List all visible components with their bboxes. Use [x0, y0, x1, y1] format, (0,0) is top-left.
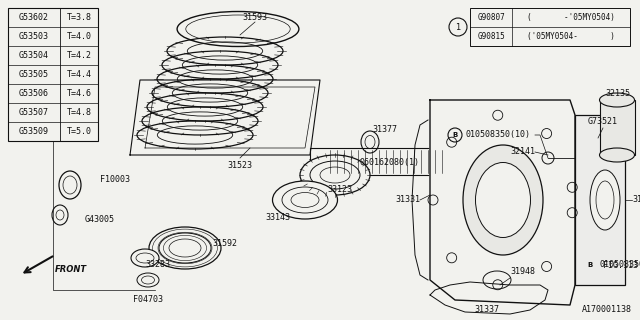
- Text: G53509: G53509: [19, 127, 49, 136]
- Ellipse shape: [580, 126, 620, 150]
- Text: (       -'05MY0504): ( -'05MY0504): [527, 13, 615, 22]
- Ellipse shape: [476, 163, 531, 237]
- Text: 010508350(10): 010508350(10): [600, 260, 640, 269]
- Text: G53506: G53506: [19, 89, 49, 98]
- Text: T=4.6: T=4.6: [67, 89, 92, 98]
- Text: T=4.2: T=4.2: [67, 51, 92, 60]
- Bar: [575, 115, 625, 285]
- Text: 33123: 33123: [328, 186, 353, 195]
- Text: T=5.0: T=5.0: [67, 127, 92, 136]
- Text: FRONT: FRONT: [55, 266, 87, 275]
- Text: 1: 1: [456, 22, 461, 31]
- Ellipse shape: [463, 145, 543, 255]
- Text: 33283: 33283: [145, 260, 170, 269]
- Text: ('05MY0504-       ): ('05MY0504- ): [527, 32, 615, 41]
- Ellipse shape: [600, 148, 634, 162]
- Text: G90807: G90807: [477, 13, 505, 22]
- Polygon shape: [430, 100, 575, 305]
- Text: 31377: 31377: [372, 125, 397, 134]
- Text: 31325: 31325: [632, 196, 640, 204]
- Text: FIG.113: FIG.113: [602, 260, 637, 269]
- Text: 31337: 31337: [474, 306, 499, 315]
- Ellipse shape: [137, 273, 159, 287]
- Text: B: B: [588, 262, 593, 268]
- Text: G53507: G53507: [19, 108, 49, 117]
- Text: 31523: 31523: [227, 161, 253, 170]
- Text: T=4.8: T=4.8: [67, 108, 92, 117]
- Text: 32135: 32135: [605, 89, 630, 98]
- Text: A170001138: A170001138: [582, 305, 632, 314]
- Text: 31331: 31331: [395, 196, 420, 204]
- Bar: [8, 8, 98, 141]
- Text: G43005: G43005: [85, 215, 115, 225]
- Text: 31593: 31593: [243, 13, 268, 22]
- Text: 010508350(10): 010508350(10): [465, 131, 530, 140]
- Text: 32141: 32141: [510, 148, 535, 156]
- Bar: [600, 100, 635, 155]
- Text: T=4.4: T=4.4: [67, 70, 92, 79]
- Ellipse shape: [149, 227, 221, 269]
- Text: 33143: 33143: [266, 213, 291, 222]
- Text: 31948: 31948: [510, 268, 535, 276]
- Text: F04703: F04703: [133, 295, 163, 304]
- Text: G53503: G53503: [19, 32, 49, 41]
- Text: F10003: F10003: [100, 175, 130, 185]
- Ellipse shape: [300, 155, 370, 195]
- Text: G53504: G53504: [19, 51, 49, 60]
- Text: T=4.0: T=4.0: [67, 32, 92, 41]
- Text: B: B: [452, 132, 458, 138]
- Ellipse shape: [590, 170, 620, 230]
- Text: 060162080(1): 060162080(1): [360, 158, 420, 167]
- Text: 31592: 31592: [212, 238, 237, 247]
- Text: G90815: G90815: [477, 32, 505, 41]
- Ellipse shape: [600, 93, 634, 107]
- Ellipse shape: [273, 181, 337, 219]
- Text: T=3.8: T=3.8: [67, 13, 92, 22]
- Text: G53505: G53505: [19, 70, 49, 79]
- Text: G53602: G53602: [19, 13, 49, 22]
- Text: G73521: G73521: [588, 117, 618, 126]
- Bar: [470, 8, 630, 46]
- Ellipse shape: [131, 249, 159, 267]
- Bar: [310, 148, 460, 175]
